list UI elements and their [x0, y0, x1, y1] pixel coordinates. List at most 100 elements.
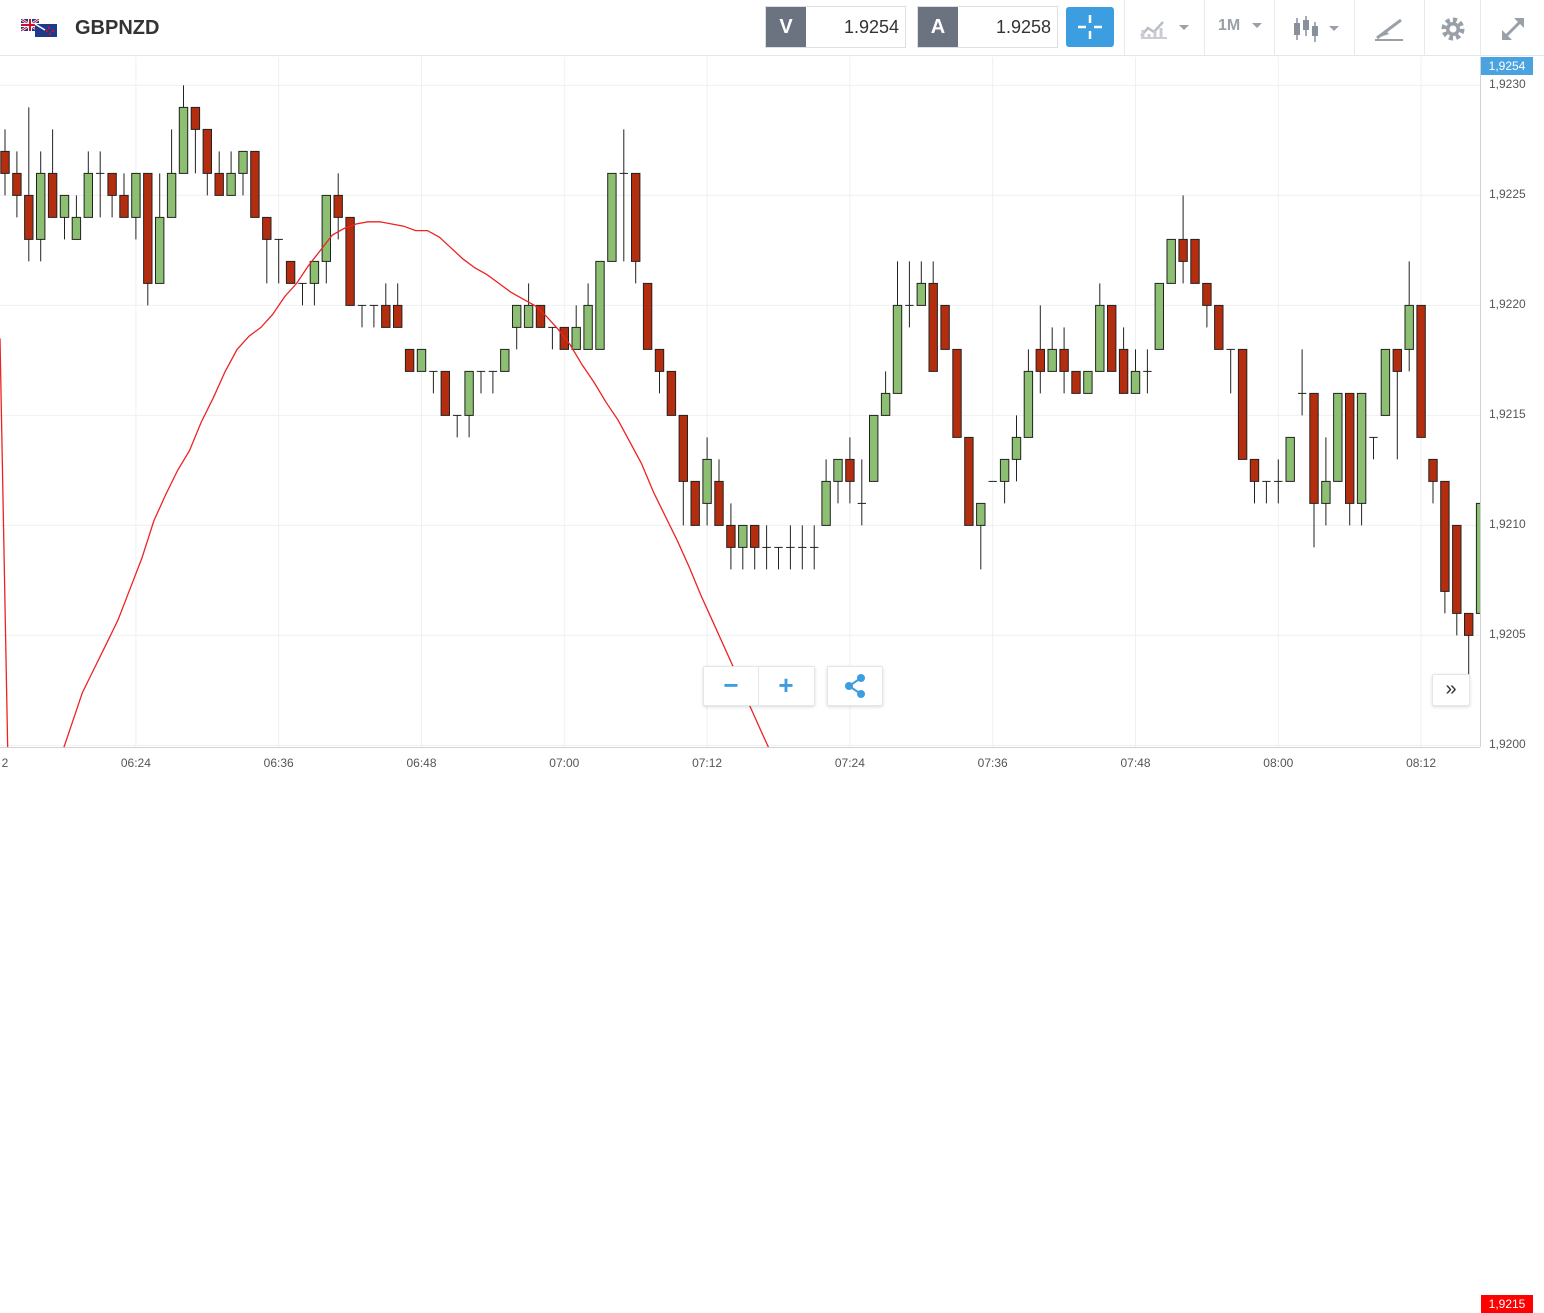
- price-axis[interactable]: 1,9200 1,9205 1,9210 1,9215 1,9220 1,9225 1,92…: [1480, 57, 1544, 751]
- candle: [845, 437, 855, 504]
- price-tick-label: 1,9220: [1489, 297, 1526, 312]
- candle-body: [1321, 480, 1331, 504]
- chart-type-button[interactable]: [1274, 0, 1354, 56]
- candle: [762, 525, 771, 570]
- candle: [1464, 612, 1474, 680]
- time-tick-label: 07:12: [692, 756, 723, 770]
- candle: [488, 370, 498, 394]
- share-button[interactable]: [827, 666, 883, 706]
- candle-body: [500, 348, 510, 372]
- candle-body: [1130, 370, 1141, 394]
- candle: [369, 304, 379, 328]
- gear-icon: [1441, 17, 1465, 41]
- candle: [952, 348, 962, 438]
- candle: [155, 173, 165, 284]
- candle: [1130, 349, 1141, 394]
- settings-button[interactable]: [1424, 0, 1480, 56]
- candle: [548, 326, 557, 350]
- price-chart[interactable]: [0, 57, 1480, 747]
- candle-body: [404, 348, 415, 372]
- sell-price: 1.9254: [843, 17, 899, 37]
- price-tick-label: 1,9210: [1489, 517, 1526, 532]
- candle-body: [1035, 348, 1045, 372]
- candle: [250, 150, 260, 218]
- candle-body: [1416, 304, 1426, 438]
- price-tick-label: 1,9205: [1489, 627, 1526, 642]
- candle-body: [190, 106, 201, 130]
- candle-body: [226, 172, 236, 196]
- candle: [1035, 305, 1045, 394]
- candle: [1428, 458, 1438, 504]
- candle: [642, 282, 653, 350]
- candle-body: [702, 458, 712, 504]
- candle: [523, 283, 534, 328]
- candle: [464, 370, 474, 438]
- candle: [810, 525, 819, 570]
- candle: [750, 524, 760, 570]
- candle: [345, 216, 355, 306]
- time-axis[interactable]: 2 06:24 06:36 06:48 07:00 07:12 07:24 07:36 07:4…: [0, 747, 1480, 782]
- price-tick-label: 1,9215: [1489, 407, 1526, 422]
- candle: [274, 238, 283, 284]
- candle: [1083, 370, 1093, 394]
- candle-body: [309, 260, 320, 284]
- candle: [416, 348, 427, 372]
- candle-body: [1011, 436, 1022, 460]
- candle: [262, 216, 272, 284]
- time-tick-label: 06:24: [120, 756, 151, 770]
- candle: [309, 260, 320, 306]
- candle-body: [1190, 238, 1200, 284]
- candle: [285, 260, 296, 284]
- candle-body: [1202, 282, 1212, 306]
- candle-body: [1452, 524, 1462, 614]
- candle-body: [1249, 458, 1260, 482]
- candle-body: [642, 282, 653, 350]
- candle: [916, 261, 926, 306]
- sell-label: V: [766, 7, 806, 47]
- scroll-to-latest-button[interactable]: »: [1432, 674, 1470, 706]
- zoom-in-button[interactable]: +: [778, 670, 794, 700]
- time-tick-label: 08:12: [1406, 756, 1437, 770]
- fullscreen-button[interactable]: [1480, 0, 1544, 56]
- candle: [774, 546, 783, 570]
- candle-body: [1380, 348, 1391, 416]
- candle-body: [940, 304, 950, 350]
- candle: [512, 304, 522, 350]
- candle: [393, 283, 403, 328]
- candle: [190, 106, 201, 174]
- candle: [619, 129, 628, 262]
- candle-body: [155, 216, 165, 284]
- candle: [1369, 436, 1378, 460]
- buy-label: A: [918, 7, 958, 47]
- candle-body: [1083, 370, 1093, 394]
- candle: [1095, 283, 1105, 372]
- indicators-button[interactable]: [1124, 0, 1204, 56]
- candle-body: [1059, 348, 1069, 372]
- candle: [999, 458, 1010, 504]
- timeframe-dropdown[interactable]: 1M: [1204, 0, 1274, 56]
- candle: [143, 172, 153, 306]
- candle-body: [393, 304, 403, 328]
- candle: [59, 194, 70, 240]
- candle-body: [1023, 370, 1034, 438]
- candle-body: [83, 172, 93, 218]
- grid: [0, 57, 1480, 747]
- time-tick-label: 07:36: [977, 756, 1008, 770]
- crosshair-icon: [1078, 15, 1102, 39]
- time-tick-label: 07:00: [549, 756, 580, 770]
- candle: [666, 370, 677, 416]
- candle-body: [1333, 392, 1343, 482]
- candle-body: [1345, 392, 1355, 504]
- candle-body: [654, 348, 665, 372]
- zoom-out-button[interactable]: −: [704, 667, 759, 705]
- candle: [690, 480, 700, 526]
- buy-button[interactable]: A 1.9258: [917, 6, 1058, 48]
- candle-body: [464, 370, 474, 416]
- candle-body: [845, 458, 855, 482]
- drawing-tools-button[interactable]: [1354, 0, 1424, 56]
- sell-button[interactable]: V 1.9254: [765, 6, 906, 48]
- candle: [607, 172, 617, 262]
- gb-nz-flag-icon: [21, 19, 57, 37]
- candle: [738, 524, 748, 570]
- crosshair-button[interactable]: [1066, 7, 1114, 47]
